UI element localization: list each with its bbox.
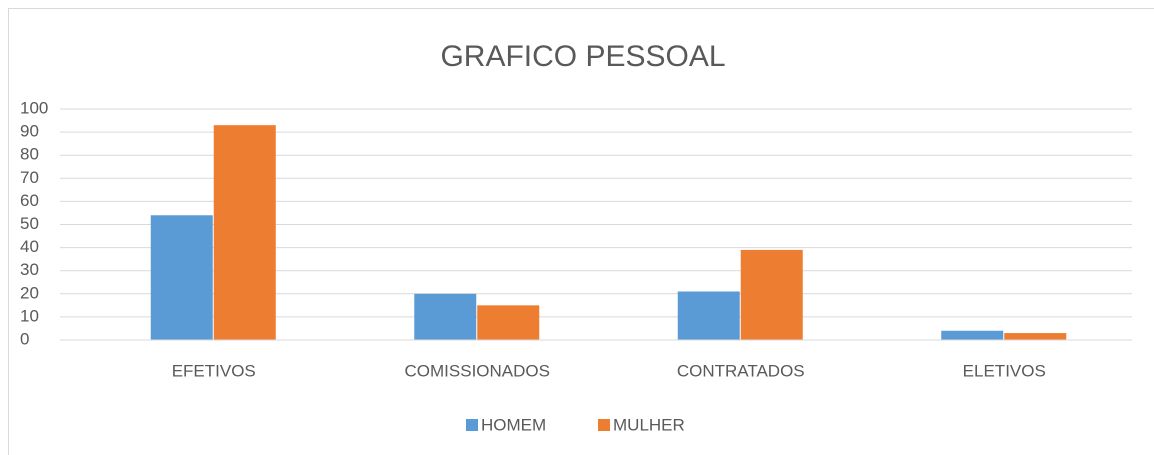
y-tick-label: 90	[20, 122, 39, 141]
legend-label: HOMEM	[481, 415, 546, 434]
bar	[477, 305, 540, 340]
chart-title: GRAFICO PESSOAL	[440, 40, 725, 73]
y-tick-label: 10	[20, 306, 39, 325]
bar	[941, 330, 1004, 340]
bar	[414, 293, 477, 340]
legend-label: MULHER	[613, 415, 685, 434]
y-tick-label: 50	[20, 214, 39, 233]
x-tick-label: EFETIVOS	[172, 361, 256, 380]
legend-swatch	[466, 419, 478, 431]
x-tick-label: CONTRATADOS	[677, 361, 805, 380]
y-tick-label: 0	[20, 329, 29, 348]
y-tick-label: 60	[20, 191, 39, 210]
x-tick-label: ELETIVOS	[963, 361, 1046, 380]
bar	[740, 249, 803, 340]
y-tick-label: 80	[20, 145, 39, 164]
bar	[677, 291, 740, 340]
bar	[150, 215, 213, 340]
y-tick-label: 70	[20, 168, 39, 187]
bar	[1004, 333, 1067, 340]
y-tick-label: 20	[20, 283, 39, 302]
y-tick-label: 30	[20, 260, 39, 279]
legend-swatch	[598, 419, 610, 431]
bar	[213, 125, 276, 340]
x-tick-label: COMISSIONADOS	[405, 361, 550, 380]
y-tick-label: 100	[20, 98, 48, 117]
y-tick-label: 40	[20, 237, 39, 256]
